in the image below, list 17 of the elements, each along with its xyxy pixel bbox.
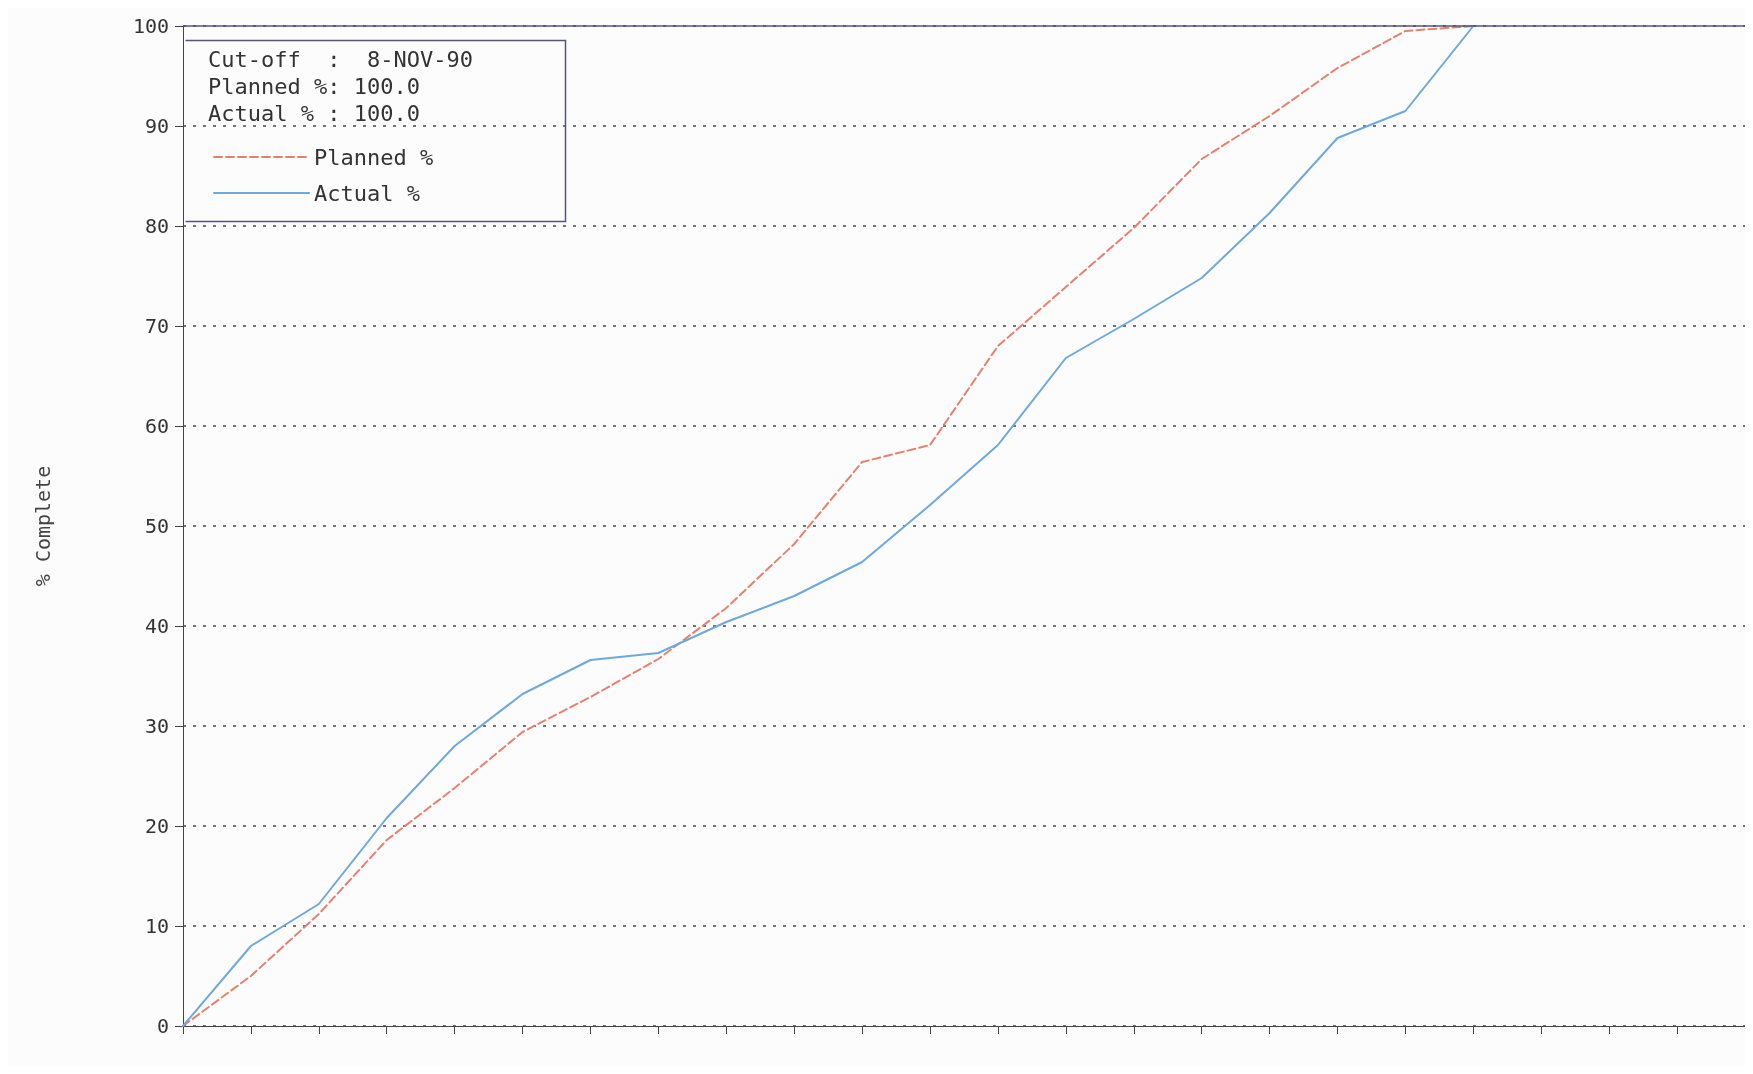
annotation: Actual % : 100.0 [208,100,420,126]
y-tick-label: 90 [144,114,169,138]
legend-label: Actual % [314,180,420,206]
legend-label: Planned % [314,144,434,170]
y-axis-title: % Complete [31,465,55,587]
y-tick-label: 50 [144,514,169,538]
y-tick-label: 30 [144,714,169,738]
y-tick-label: 20 [144,814,169,838]
y-tick-label: 40 [144,614,169,638]
annotation: Planned %: 100.0 [208,73,420,99]
y-tick-label: 70 [144,314,169,338]
annotation: Cut-off : 8-NOV-90 [208,46,473,72]
y-tick-label: 0 [156,1014,169,1038]
y-tick-label: 100 [132,14,169,38]
y-tick-label: 60 [144,414,169,438]
y-tick-label: 10 [144,914,169,938]
y-tick-label: 80 [144,214,169,238]
